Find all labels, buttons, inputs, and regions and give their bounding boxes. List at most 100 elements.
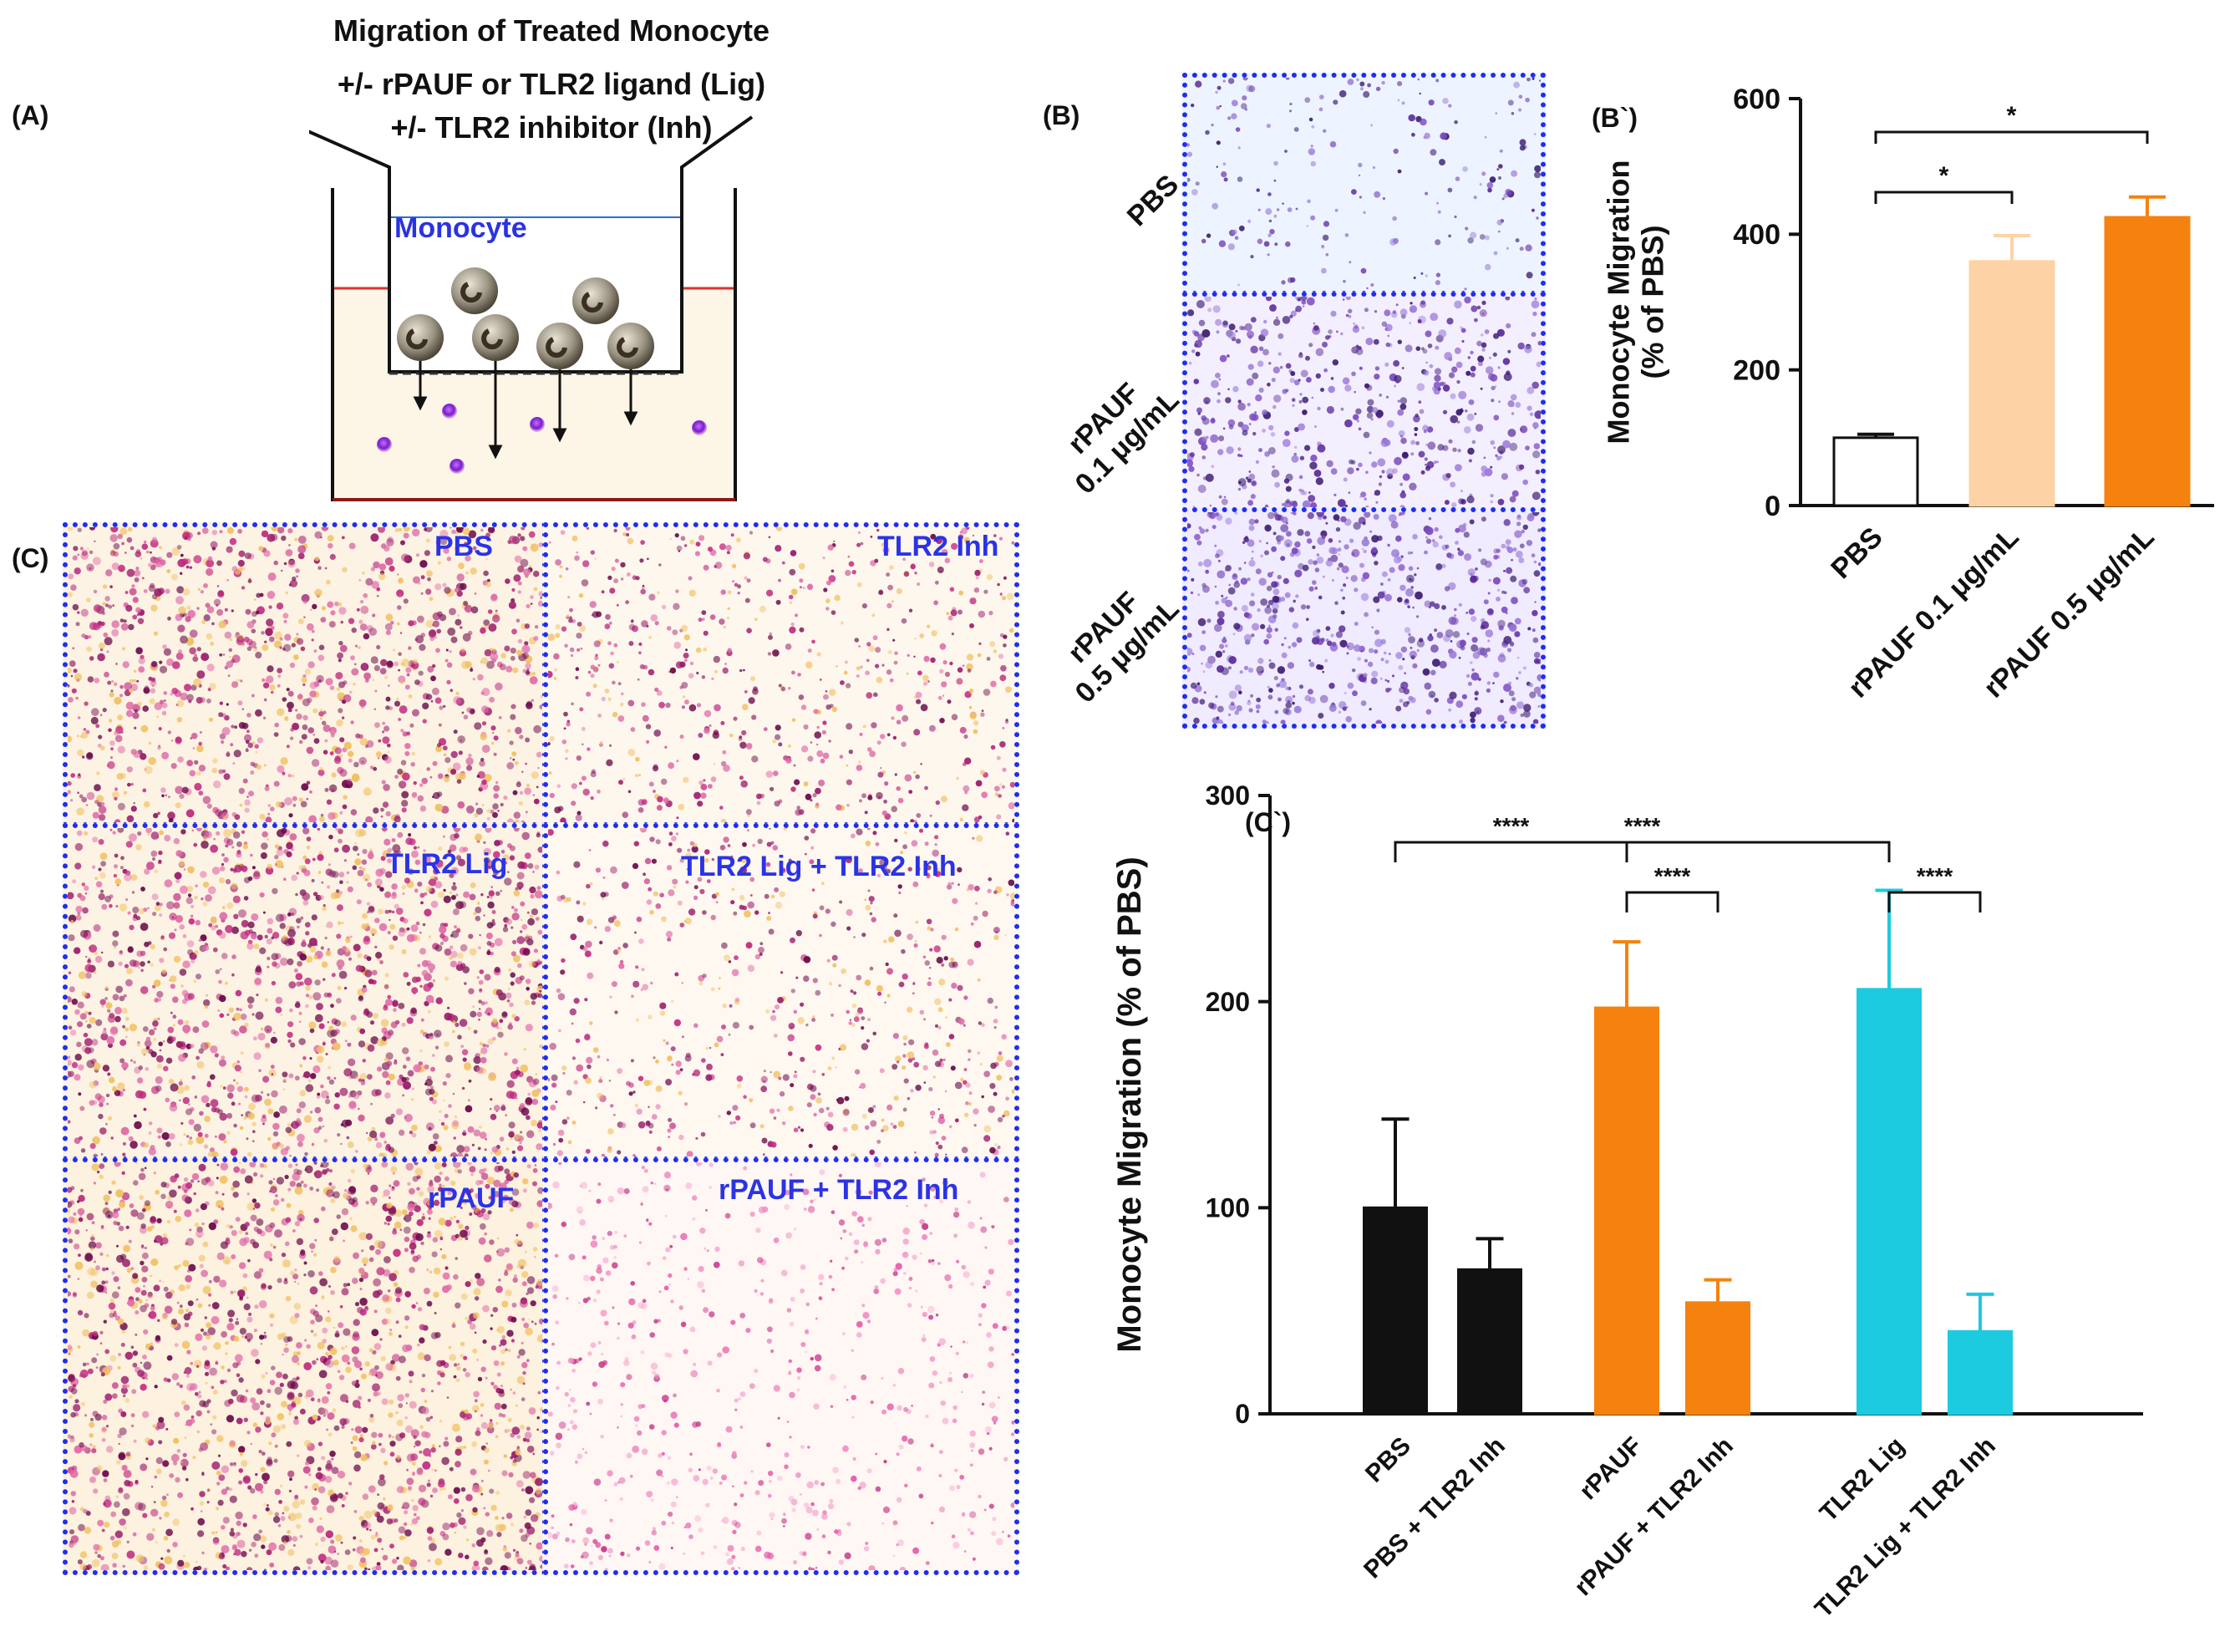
stained-cell bbox=[743, 552, 750, 560]
stained-cell bbox=[1216, 105, 1221, 110]
stained-cell bbox=[368, 628, 378, 636]
stained-cell bbox=[158, 727, 162, 731]
stained-cell bbox=[129, 679, 134, 684]
stained-cell bbox=[387, 858, 392, 863]
stained-cell bbox=[537, 766, 540, 770]
stained-cell bbox=[298, 1038, 306, 1045]
stained-cell bbox=[142, 705, 149, 712]
stained-cell bbox=[306, 797, 309, 801]
stained-cell bbox=[1002, 726, 1005, 729]
stained-cell bbox=[1330, 633, 1334, 638]
stained-cell bbox=[944, 671, 951, 678]
stained-cell bbox=[491, 731, 495, 735]
stained-cell bbox=[454, 587, 460, 593]
stained-cell bbox=[1367, 83, 1371, 88]
stained-cell bbox=[272, 1131, 279, 1137]
stained-cell bbox=[1450, 640, 1453, 643]
stained-cell bbox=[274, 844, 279, 849]
stained-cell bbox=[560, 817, 566, 822]
stained-cell bbox=[447, 869, 450, 872]
stained-cell bbox=[365, 878, 368, 882]
stained-cell bbox=[1486, 182, 1494, 189]
stained-cell bbox=[1400, 646, 1408, 653]
stained-cell bbox=[170, 1083, 179, 1092]
stained-cell bbox=[998, 653, 1004, 659]
stained-cell bbox=[458, 562, 465, 570]
stained-cell bbox=[77, 1001, 84, 1009]
stained-cell bbox=[1473, 575, 1479, 582]
stained-cell bbox=[243, 896, 249, 901]
stained-cell bbox=[455, 547, 457, 550]
stained-cell bbox=[255, 1011, 264, 1020]
stained-cell bbox=[1232, 633, 1236, 636]
stained-cell bbox=[1525, 244, 1532, 252]
stained-cell bbox=[309, 1111, 313, 1114]
stained-cell bbox=[999, 674, 1007, 682]
stained-cell bbox=[94, 951, 99, 956]
stained-cell bbox=[418, 1061, 423, 1066]
stained-cell bbox=[447, 849, 452, 854]
stained-cell bbox=[111, 620, 119, 628]
stained-cell bbox=[1428, 690, 1436, 699]
stained-cell bbox=[1318, 595, 1323, 600]
stained-cell bbox=[157, 1135, 161, 1139]
stained-cell bbox=[861, 793, 867, 799]
stained-cell bbox=[221, 1055, 226, 1060]
stained-cell bbox=[222, 653, 226, 656]
stained-cell bbox=[384, 984, 389, 989]
stained-cell bbox=[1425, 709, 1432, 715]
stained-cell bbox=[153, 1037, 156, 1041]
stained-cell bbox=[1454, 607, 1457, 612]
stained-cell bbox=[1360, 700, 1367, 706]
stained-cell bbox=[579, 707, 584, 712]
stained-cell bbox=[1537, 562, 1541, 567]
stained-cell bbox=[331, 772, 337, 778]
stained-cell bbox=[445, 1055, 453, 1063]
stained-cell bbox=[442, 582, 447, 587]
stained-cell bbox=[1258, 346, 1264, 352]
stained-cell bbox=[756, 793, 762, 800]
stained-cell bbox=[329, 751, 334, 755]
stained-cell bbox=[969, 623, 974, 628]
stained-cell bbox=[1410, 647, 1413, 649]
stained-cell bbox=[951, 983, 957, 989]
stained-cell bbox=[100, 1033, 109, 1041]
stained-cell bbox=[621, 692, 624, 696]
stained-cell bbox=[626, 572, 631, 577]
stained-cell bbox=[489, 696, 495, 703]
stained-cell bbox=[1506, 648, 1512, 653]
stained-cell bbox=[327, 535, 334, 542]
stained-cell bbox=[1304, 97, 1311, 104]
stained-cell bbox=[94, 1093, 102, 1100]
stained-cell bbox=[1187, 459, 1194, 467]
stained-cell bbox=[748, 697, 755, 704]
stained-cell bbox=[1354, 644, 1361, 653]
stained-cell bbox=[1470, 365, 1476, 372]
stained-cell bbox=[207, 556, 213, 562]
stained-cell bbox=[1408, 114, 1415, 122]
stained-cell bbox=[240, 1051, 244, 1055]
stained-cell bbox=[1314, 425, 1317, 428]
stained-cell bbox=[102, 1029, 108, 1035]
stained-cell bbox=[1432, 541, 1439, 548]
stained-cell bbox=[125, 841, 133, 848]
stained-cell bbox=[493, 1105, 500, 1111]
stained-cell bbox=[510, 704, 516, 709]
stained-cell bbox=[1448, 104, 1452, 108]
stained-cell bbox=[146, 907, 150, 910]
stained-cell bbox=[674, 533, 679, 538]
stained-cell bbox=[1251, 550, 1254, 553]
stained-cell bbox=[963, 1080, 968, 1085]
stained-cell bbox=[1511, 412, 1515, 415]
stained-cell bbox=[775, 599, 781, 605]
stained-cell bbox=[1481, 342, 1487, 348]
stained-cell bbox=[163, 648, 171, 656]
stained-cell bbox=[1386, 419, 1394, 428]
stained-cell bbox=[159, 660, 163, 664]
stained-cell bbox=[100, 1153, 104, 1156]
stained-cell bbox=[836, 804, 842, 811]
stained-cell bbox=[68, 1025, 73, 1030]
stained-cell bbox=[597, 789, 601, 794]
stained-cell bbox=[1435, 239, 1441, 246]
stained-cell bbox=[119, 950, 123, 954]
